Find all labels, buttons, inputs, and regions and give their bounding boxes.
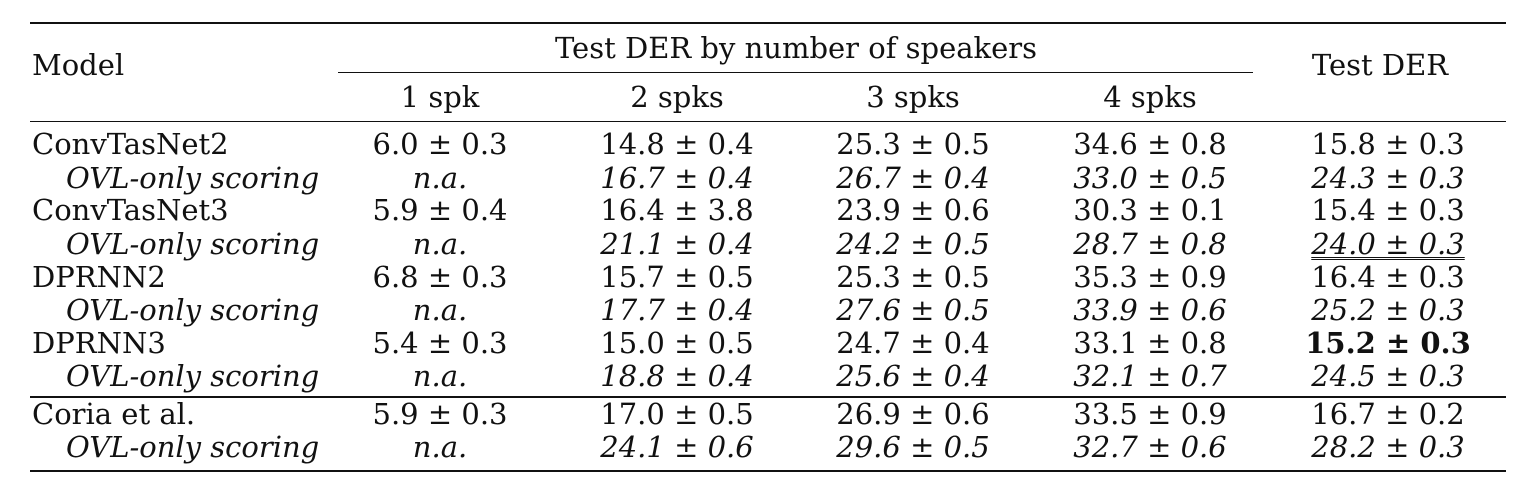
table-cell: 33.5 ± 0.9: [1073, 397, 1227, 431]
table-cell: 5.9 ± 0.4: [372, 193, 508, 227]
table-cell: 24.0 ± 0.3: [1311, 227, 1465, 261]
table-cell: 15.8 ± 0.3: [1311, 127, 1465, 161]
table-cell: 24.3 ± 0.3: [1311, 161, 1465, 195]
table-cell: 24.5 ± 0.3: [1311, 359, 1465, 393]
row-sub-label: OVL-only scoring: [66, 293, 320, 327]
row-sub-label: OVL-only scoring: [66, 227, 320, 261]
table-cell: n.a.: [412, 227, 468, 261]
table-cell: 15.0 ± 0.5: [600, 326, 754, 360]
table-cell: 28.2 ± 0.3: [1311, 430, 1465, 464]
table-cell: 26.7 ± 0.4: [836, 161, 990, 195]
table-cell: 15.4 ± 0.3: [1311, 193, 1465, 227]
table-cell: 16.4 ± 0.3: [1311, 260, 1465, 294]
table-cell: n.a.: [412, 161, 468, 195]
table-cell: 23.9 ± 0.6: [836, 193, 990, 227]
table-cell: 16.7 ± 0.4: [600, 161, 754, 195]
row-model-name: DPRNN3: [32, 326, 166, 360]
header-4-spks: 4 spks: [1103, 80, 1197, 114]
table-cell: 25.6 ± 0.4: [836, 359, 990, 393]
table-cell: 33.9 ± 0.6: [1073, 293, 1227, 327]
table-cell: 34.6 ± 0.8: [1073, 127, 1227, 161]
table-cell: 24.1 ± 0.6: [600, 430, 754, 464]
table-cell: 14.8 ± 0.4: [600, 127, 754, 161]
table-cell: 32.1 ± 0.7: [1073, 359, 1227, 393]
table-cell: 33.1 ± 0.8: [1073, 326, 1227, 360]
header-test-der: Test DER: [1311, 48, 1449, 82]
table-cell: 25.3 ± 0.5: [836, 127, 990, 161]
header-group: Test DER by number of speakers: [554, 31, 1038, 65]
table-cell: 27.6 ± 0.5: [836, 293, 990, 327]
header-2-spks: 2 spks: [630, 80, 724, 114]
table-cell: 29.6 ± 0.5: [836, 430, 990, 464]
table-cell: n.a.: [412, 359, 468, 393]
table-cell: 30.3 ± 0.1: [1073, 193, 1227, 227]
table-cell: 25.2 ± 0.3: [1311, 293, 1465, 327]
table-cell: 15.2 ± 0.3: [1305, 326, 1471, 360]
table-cell: n.a.: [412, 293, 468, 327]
row-sub-label: OVL-only scoring: [66, 359, 320, 393]
row-model-name: Coria et al.: [32, 397, 196, 431]
table-cell: 18.8 ± 0.4: [600, 359, 754, 393]
baseline-separator-rule: [30, 396, 1506, 398]
bottom-rule: [30, 470, 1506, 472]
table-cell: 6.8 ± 0.3: [372, 260, 508, 294]
table-cell: 17.0 ± 0.5: [600, 397, 754, 431]
row-sub-label: OVL-only scoring: [66, 430, 320, 464]
header-model: Model: [32, 48, 125, 82]
table-cell: 16.7 ± 0.2: [1311, 397, 1465, 431]
table-cell: 26.9 ± 0.6: [836, 397, 990, 431]
table-cell: 5.9 ± 0.3: [372, 397, 508, 431]
table-cell: 5.4 ± 0.3: [372, 326, 508, 360]
table-cell: 35.3 ± 0.9: [1073, 260, 1227, 294]
header-3-spks: 3 spks: [866, 80, 960, 114]
group-rule: [338, 72, 1253, 73]
table-cell: 17.7 ± 0.4: [600, 293, 754, 327]
row-model-name: ConvTasNet3: [32, 193, 229, 227]
row-sub-label: OVL-only scoring: [66, 161, 320, 195]
row-model-name: ConvTasNet2: [32, 127, 229, 161]
table-cell: 28.7 ± 0.8: [1073, 227, 1227, 261]
table-cell: 25.3 ± 0.5: [836, 260, 990, 294]
table-cell: 21.1 ± 0.4: [600, 227, 754, 261]
table-cell: 32.7 ± 0.6: [1073, 430, 1227, 464]
table-cell: 6.0 ± 0.3: [372, 127, 508, 161]
table-cell: 16.4 ± 3.8: [600, 193, 754, 227]
header-1-spk: 1 spk: [400, 80, 480, 114]
table-cell: 24.7 ± 0.4: [836, 326, 990, 360]
row-model-name: DPRNN2: [32, 260, 166, 294]
header-rule: [30, 121, 1506, 122]
table-cell: 24.2 ± 0.5: [836, 227, 990, 261]
table-cell: 33.0 ± 0.5: [1073, 161, 1227, 195]
table-cell: n.a.: [412, 430, 468, 464]
table-cell: 15.7 ± 0.5: [600, 260, 754, 294]
top-rule: [30, 22, 1506, 24]
